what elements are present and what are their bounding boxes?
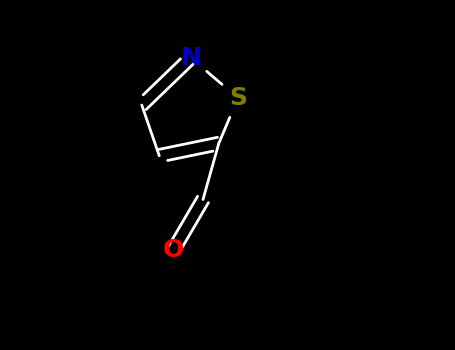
- Text: N: N: [180, 46, 201, 70]
- Text: S: S: [229, 86, 247, 110]
- Text: O: O: [162, 238, 184, 262]
